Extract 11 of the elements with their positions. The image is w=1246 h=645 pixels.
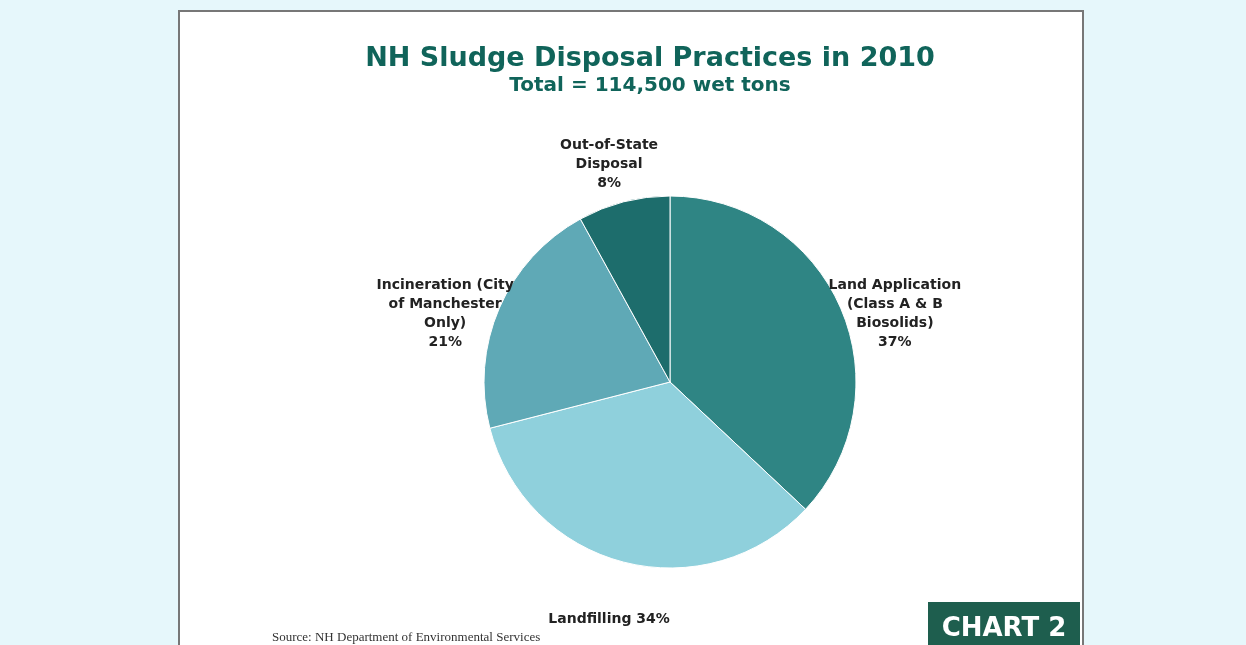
source-note: Source: NH Department of Environmental Services: [272, 629, 541, 645]
caption: CHART 2: [928, 602, 1080, 645]
slice-label: Landfilling 34%: [548, 610, 670, 627]
slice-label: Incineration (City of Manchester Only): [376, 275, 514, 330]
data-label: 8%: [597, 173, 621, 190]
chart-title: NH Sludge Disposal Practices in 2010: [365, 41, 935, 72]
slice-label: Out-of-State Disposal: [560, 135, 659, 171]
data-label: 37%: [878, 332, 912, 349]
chart-subtitle: Total = 114,500 wet tons: [509, 72, 791, 96]
slice-label: Land Application (Class A & B Biosolids): [828, 275, 962, 330]
data-label: 21%: [428, 332, 462, 349]
